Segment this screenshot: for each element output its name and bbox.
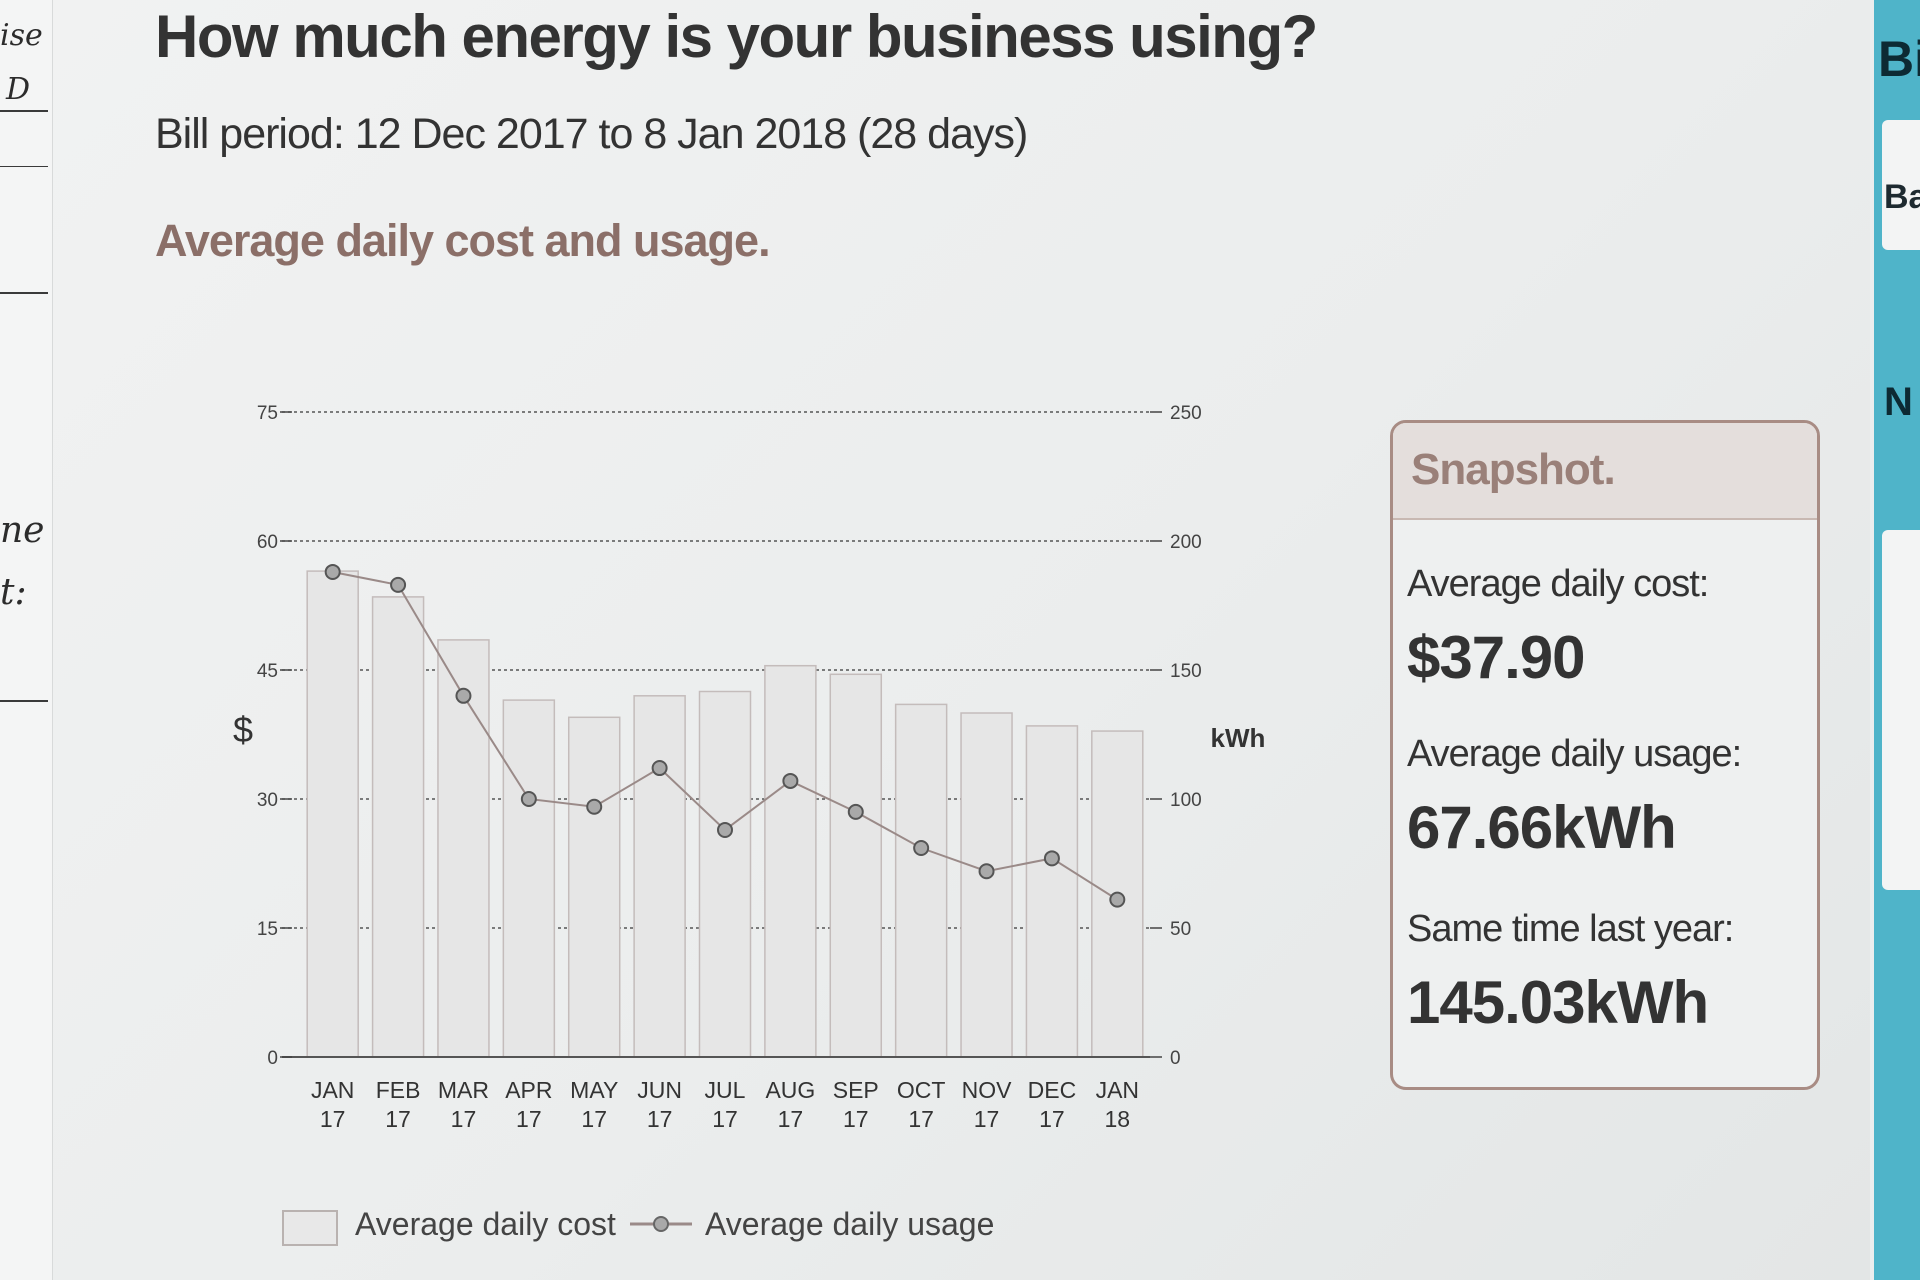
x-tick-label-year: 18	[1105, 1106, 1131, 1132]
cost-bar	[1025, 725, 1079, 1058]
left-tick-label: 60	[257, 532, 278, 553]
x-tick-label-month: FEB	[376, 1077, 421, 1103]
legend-usage-swatch	[630, 1216, 692, 1232]
page-title: How much energy is your business using?	[155, 3, 1318, 70]
x-tick-label-month: DEC	[1028, 1077, 1077, 1103]
usage-point	[324, 563, 341, 580]
usage-point	[1043, 850, 1060, 867]
edge-text: Bi	[1878, 31, 1920, 87]
right-tick-label: 50	[1170, 919, 1191, 940]
snapshot-header: Snapshot.	[1393, 423, 1817, 520]
avg-usage-value: 67.66kWh	[1407, 794, 1677, 861]
x-tick-label-month: AUG	[765, 1077, 815, 1103]
left-tick-label: 15	[257, 919, 278, 940]
cost-bar	[764, 664, 817, 1058]
y-axis-label-left: $	[233, 709, 253, 750]
y-axis-label-right: kWh	[1211, 723, 1266, 753]
edge-text: N	[1884, 380, 1913, 424]
x-tick-label-month: JUN	[637, 1077, 682, 1103]
right-tick-label: 200	[1170, 532, 1202, 553]
cost-bar	[306, 570, 359, 1058]
left-tick-label: 0	[267, 1048, 278, 1069]
usage-point	[978, 863, 995, 880]
x-tick-label-year: 17	[974, 1106, 1000, 1132]
usage-point	[390, 576, 407, 593]
avg-usage-label: Average daily usage:	[1407, 733, 1742, 775]
x-tick-label-year: 17	[712, 1106, 738, 1132]
last-year-label: Same time last year:	[1407, 908, 1734, 950]
usage-point	[913, 840, 930, 857]
right-tick-label: 100	[1170, 790, 1202, 811]
cost-bar	[894, 703, 948, 1058]
x-tick-label-year: 17	[451, 1106, 477, 1132]
right-tick-label: 150	[1170, 661, 1202, 682]
cost-bar	[829, 673, 883, 1058]
x-tick-label-year: 17	[908, 1106, 934, 1132]
edge-card	[1882, 530, 1920, 890]
next-page-edge: Bi Ba N	[1874, 0, 1920, 1280]
bill-period: Bill period: 12 Dec 2017 to 8 Jan 2018 (…	[155, 110, 1028, 158]
edge-text: D	[6, 72, 31, 107]
usage-point	[1109, 891, 1126, 908]
edge-rule	[0, 292, 48, 294]
x-tick-label-year: 17	[778, 1106, 804, 1132]
x-tick-label-year: 17	[516, 1106, 542, 1132]
x-tick-label-month: OCT	[897, 1077, 946, 1103]
snapshot-title: Snapshot.	[1411, 445, 1616, 494]
right-tick-label: 250	[1170, 403, 1202, 424]
legend-usage-label: Average daily usage	[705, 1206, 995, 1242]
edge-text: ise	[0, 18, 43, 53]
usage-point	[782, 772, 799, 789]
x-tick-label-year: 17	[581, 1106, 607, 1132]
x-tick-label-year: 17	[647, 1106, 673, 1132]
left-tick-label: 75	[257, 403, 278, 424]
x-tick-label-month: JAN	[311, 1077, 354, 1103]
avg-cost-value: $37.90	[1407, 624, 1586, 691]
x-tick-label-month: JUL	[705, 1077, 746, 1103]
edge-rule	[0, 700, 48, 702]
usage-point	[847, 803, 864, 820]
usage-point	[651, 760, 668, 777]
usage-point	[455, 687, 472, 704]
x-tick-label-year: 17	[1039, 1106, 1065, 1132]
cost-bar	[633, 695, 686, 1058]
cost-bar	[371, 596, 425, 1058]
x-tick-label-month: SEP	[833, 1077, 879, 1103]
x-tick-label-month: MAR	[438, 1077, 489, 1103]
chart-subtitle: Average daily cost and usage.	[155, 215, 771, 266]
last-year-value: 145.03kWh	[1407, 969, 1709, 1036]
edge-text: t:	[0, 572, 27, 613]
usage-point	[717, 821, 733, 838]
x-tick-label-month: JAN	[1096, 1077, 1139, 1103]
legend-cost-swatch	[282, 1210, 338, 1246]
left-tick-label: 30	[257, 790, 278, 811]
left-tick-label: 45	[257, 661, 278, 682]
snapshot-panel: Snapshot. Average daily cost: $37.90 Ave…	[1390, 420, 1820, 1090]
edge-text: ne	[0, 510, 45, 551]
cost-bar	[698, 690, 752, 1058]
x-tick-label-month: MAY	[570, 1077, 618, 1103]
edge-rule	[0, 166, 48, 167]
x-tick-label-year: 17	[320, 1106, 346, 1132]
cost-bar	[960, 712, 1013, 1058]
cost-bar	[437, 639, 490, 1058]
x-tick-label-month: APR	[505, 1077, 552, 1103]
cost-bar	[567, 716, 621, 1058]
x-tick-label-month: NOV	[962, 1077, 1013, 1103]
usage-point	[520, 791, 537, 807]
right-tick-label: 0	[1170, 1048, 1181, 1069]
edge-text: Ba	[1884, 178, 1920, 216]
previous-page-edge: ise D ne t:	[0, 0, 53, 1280]
edge-rule	[0, 110, 48, 112]
cost-bar	[502, 699, 556, 1058]
x-tick-label-year: 17	[385, 1106, 411, 1132]
edge-card	[1882, 120, 1920, 250]
avg-cost-label: Average daily cost:	[1407, 563, 1709, 605]
legend-cost-label: Average daily cost	[355, 1206, 616, 1242]
x-tick-label-year: 17	[843, 1106, 869, 1132]
usage-point	[586, 798, 603, 815]
